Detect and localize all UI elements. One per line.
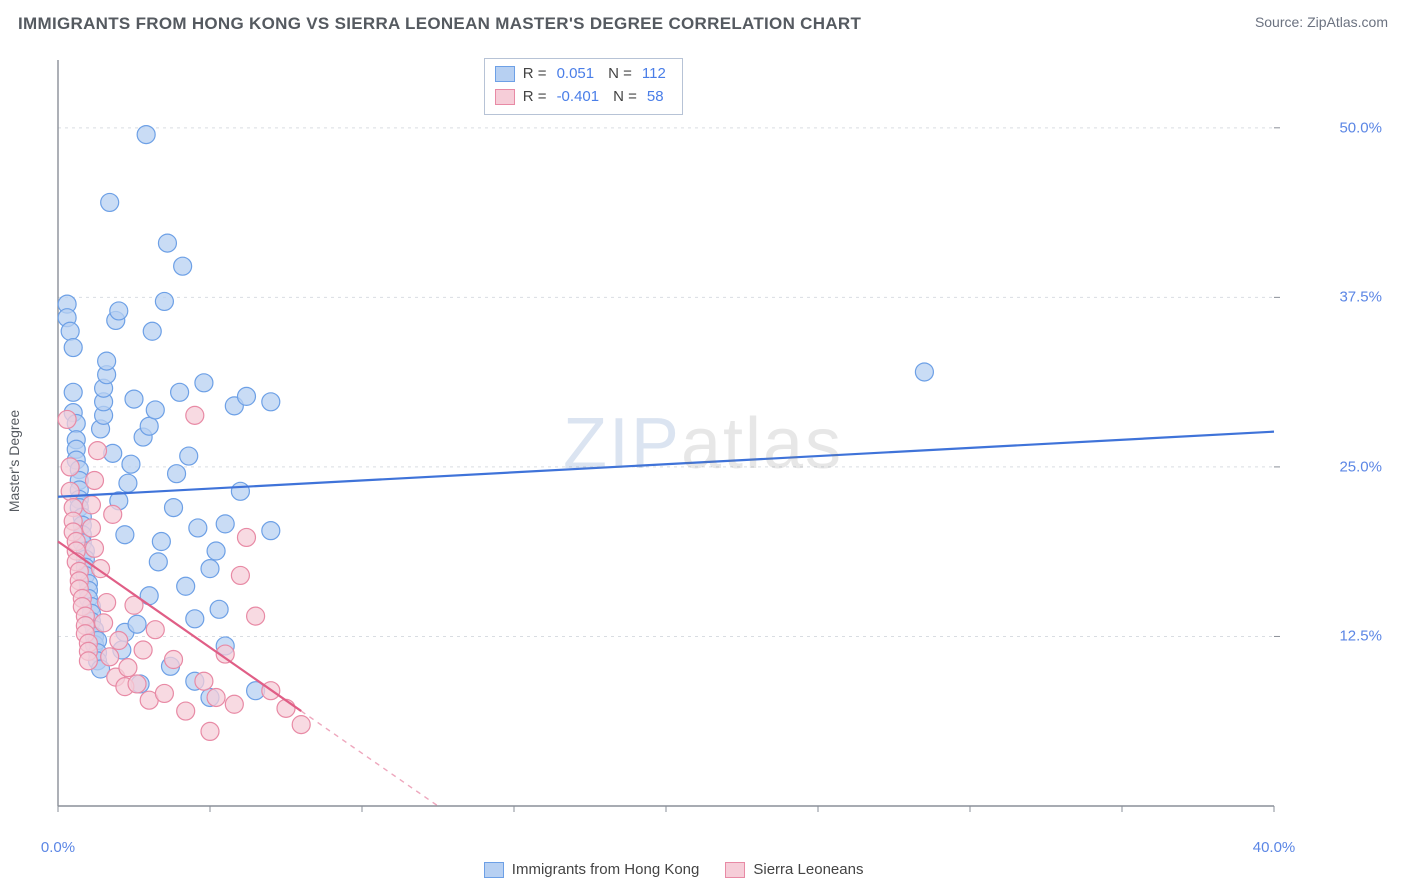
chart-container: Master's Degree ZIPatlas R = 0.051 N = 1… bbox=[18, 48, 1388, 874]
y-axis-label: Master's Degree bbox=[6, 410, 22, 512]
swatch-series-2-bottom bbox=[725, 862, 745, 878]
stat-n-value-1: 112 bbox=[642, 63, 666, 86]
stat-r-label-1: R = bbox=[523, 63, 547, 86]
y-tick-label: 25.0% bbox=[1339, 458, 1382, 475]
source-attribution: Source: ZipAtlas.com bbox=[1255, 14, 1388, 30]
stats-legend: R = 0.051 N = 112 R = -0.401 N = 58 bbox=[484, 58, 683, 115]
swatch-series-1 bbox=[495, 66, 515, 82]
stat-r-label-2: R = bbox=[523, 86, 547, 109]
stat-n-label-2: N = bbox=[613, 86, 637, 109]
series-legend: Immigrants from Hong Kong Sierra Leonean… bbox=[484, 861, 864, 878]
legend-item-2: Sierra Leoneans bbox=[725, 861, 863, 878]
x-tick-label: 0.0% bbox=[41, 839, 75, 856]
x-tick-label: 40.0% bbox=[1253, 839, 1296, 856]
y-tick-label: 37.5% bbox=[1339, 289, 1382, 306]
stat-r-value-1: 0.051 bbox=[557, 63, 595, 86]
stat-r-value-2: -0.401 bbox=[557, 86, 600, 109]
legend-item-1: Immigrants from Hong Kong bbox=[484, 861, 700, 878]
stat-n-label-1: N = bbox=[608, 63, 632, 86]
swatch-series-1-bottom bbox=[484, 862, 504, 878]
legend-label-2: Sierra Leoneans bbox=[753, 861, 863, 878]
scatter-chart bbox=[18, 48, 1348, 848]
legend-label-1: Immigrants from Hong Kong bbox=[512, 861, 700, 878]
y-tick-label: 50.0% bbox=[1339, 119, 1382, 136]
stats-legend-row-2: R = -0.401 N = 58 bbox=[495, 86, 672, 109]
stats-legend-row-1: R = 0.051 N = 112 bbox=[495, 63, 672, 86]
y-tick-label: 12.5% bbox=[1339, 628, 1382, 645]
swatch-series-2 bbox=[495, 89, 515, 105]
stat-n-value-2: 58 bbox=[647, 86, 664, 109]
chart-title: IMMIGRANTS FROM HONG KONG VS SIERRA LEON… bbox=[18, 14, 861, 34]
